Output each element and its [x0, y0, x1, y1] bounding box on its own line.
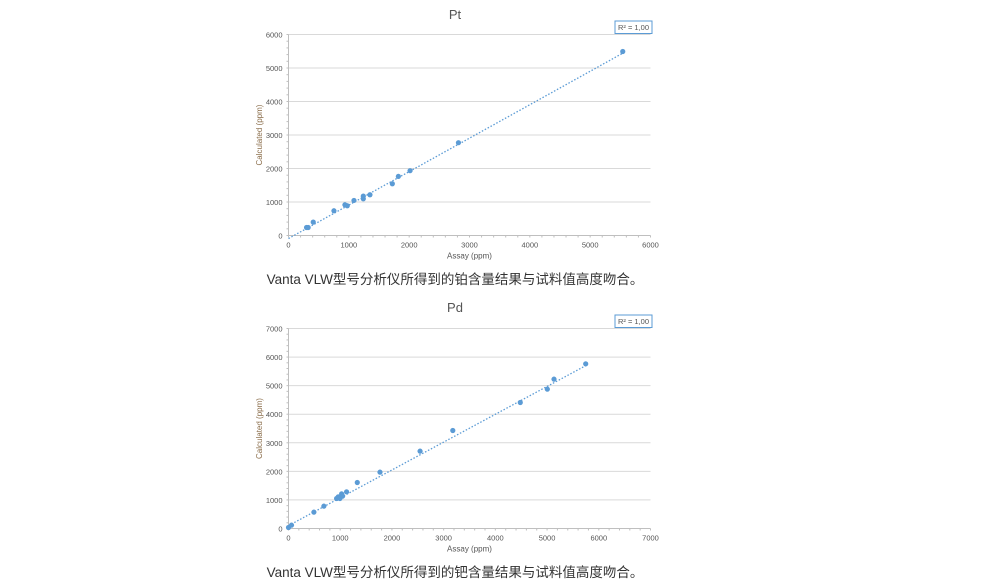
chart-pt: Pt 0 1000 2000 3000 4000 5000 6000 0 1000 2000 3000…	[255, 7, 659, 261]
data-point	[343, 489, 350, 495]
x-tick-label: 2000	[401, 241, 418, 250]
y-tick-label: 3000	[266, 131, 283, 140]
data-point	[551, 376, 557, 382]
y-tick-label: 5000	[266, 382, 283, 391]
trendline	[288, 52, 624, 240]
data-point	[305, 224, 311, 231]
x-tick-label: 1000	[332, 534, 349, 543]
y-tick-label: 3000	[266, 439, 283, 448]
data-point	[311, 509, 317, 515]
trendline	[288, 365, 587, 527]
data-point	[339, 493, 346, 499]
x-tick-label: 2000	[384, 534, 401, 543]
x-tick-label: 3000	[461, 241, 478, 250]
x-axis-label: Assay (ppm)	[447, 252, 492, 261]
data-point	[455, 140, 462, 146]
data-point	[450, 427, 456, 434]
data-point	[367, 192, 373, 198]
pt-caption: Vanta VLW型号分析仪所得到的铂含量结果与试料值高度吻合。	[266, 272, 644, 287]
y-tick-label: 0	[278, 232, 282, 241]
data-point	[620, 48, 626, 55]
data-point	[360, 196, 366, 202]
data-point	[351, 197, 357, 204]
chart-title: Pt	[449, 7, 462, 22]
y-tick-label: 6000	[266, 31, 283, 40]
data-point	[517, 399, 523, 406]
x-tick-label: 6000	[642, 241, 659, 250]
pd-caption: Vanta VLW型号分析仪所得到的钯含量结果与试料值高度吻合。	[266, 565, 644, 580]
r-squared-label: R² = 1,00	[618, 23, 649, 32]
x-tick-label: 4000	[487, 534, 504, 543]
x-tick-label: 0	[286, 241, 290, 250]
data-point	[321, 503, 327, 509]
x-tick-label: 1000	[340, 241, 357, 250]
x-tick-label: 7000	[642, 534, 659, 543]
x-tick-label: 3000	[435, 534, 452, 543]
x-tick-label: 0	[286, 534, 290, 543]
y-tick-label: 2000	[266, 467, 283, 476]
y-axis-label: Calculated (ppm)	[255, 104, 264, 165]
data-point	[354, 479, 360, 486]
x-tick-label: 5000	[539, 534, 556, 543]
y-tick-label: 4000	[266, 98, 283, 107]
x-tick-label: 6000	[590, 534, 607, 543]
x-tick-label: 4000	[521, 241, 538, 250]
r-squared-box	[614, 314, 653, 328]
y-tick-label: 6000	[266, 353, 283, 362]
data-point	[310, 219, 316, 225]
data-point	[395, 173, 401, 180]
r-squared-box	[614, 20, 653, 34]
x-tick-label: 5000	[582, 241, 599, 250]
y-tick-label: 7000	[266, 325, 283, 334]
data-point	[288, 522, 295, 528]
data-point	[389, 181, 395, 187]
data-point	[407, 168, 413, 174]
y-tick-label: 5000	[266, 64, 283, 73]
chart-pd: Pd 0 1000 2000 3000 4000 5000 6000 7000 0 1000 2000…	[255, 300, 659, 554]
y-axis-label: Calculated (ppm)	[255, 398, 264, 459]
y-tick-label: 0	[278, 525, 282, 534]
y-tick-label: 1000	[266, 198, 283, 207]
y-tick-label: 4000	[266, 410, 283, 419]
data-point	[544, 386, 550, 392]
y-tick-label: 1000	[266, 496, 283, 505]
data-point	[417, 448, 423, 454]
chart-title: Pd	[447, 300, 463, 315]
data-point	[377, 469, 383, 475]
x-axis-label: Assay (ppm)	[447, 545, 492, 554]
y-tick-label: 2000	[266, 165, 283, 174]
data-point	[583, 361, 589, 367]
data-point	[331, 208, 337, 214]
r-squared-label: R² = 1,00	[618, 317, 649, 326]
data-point	[344, 203, 350, 209]
